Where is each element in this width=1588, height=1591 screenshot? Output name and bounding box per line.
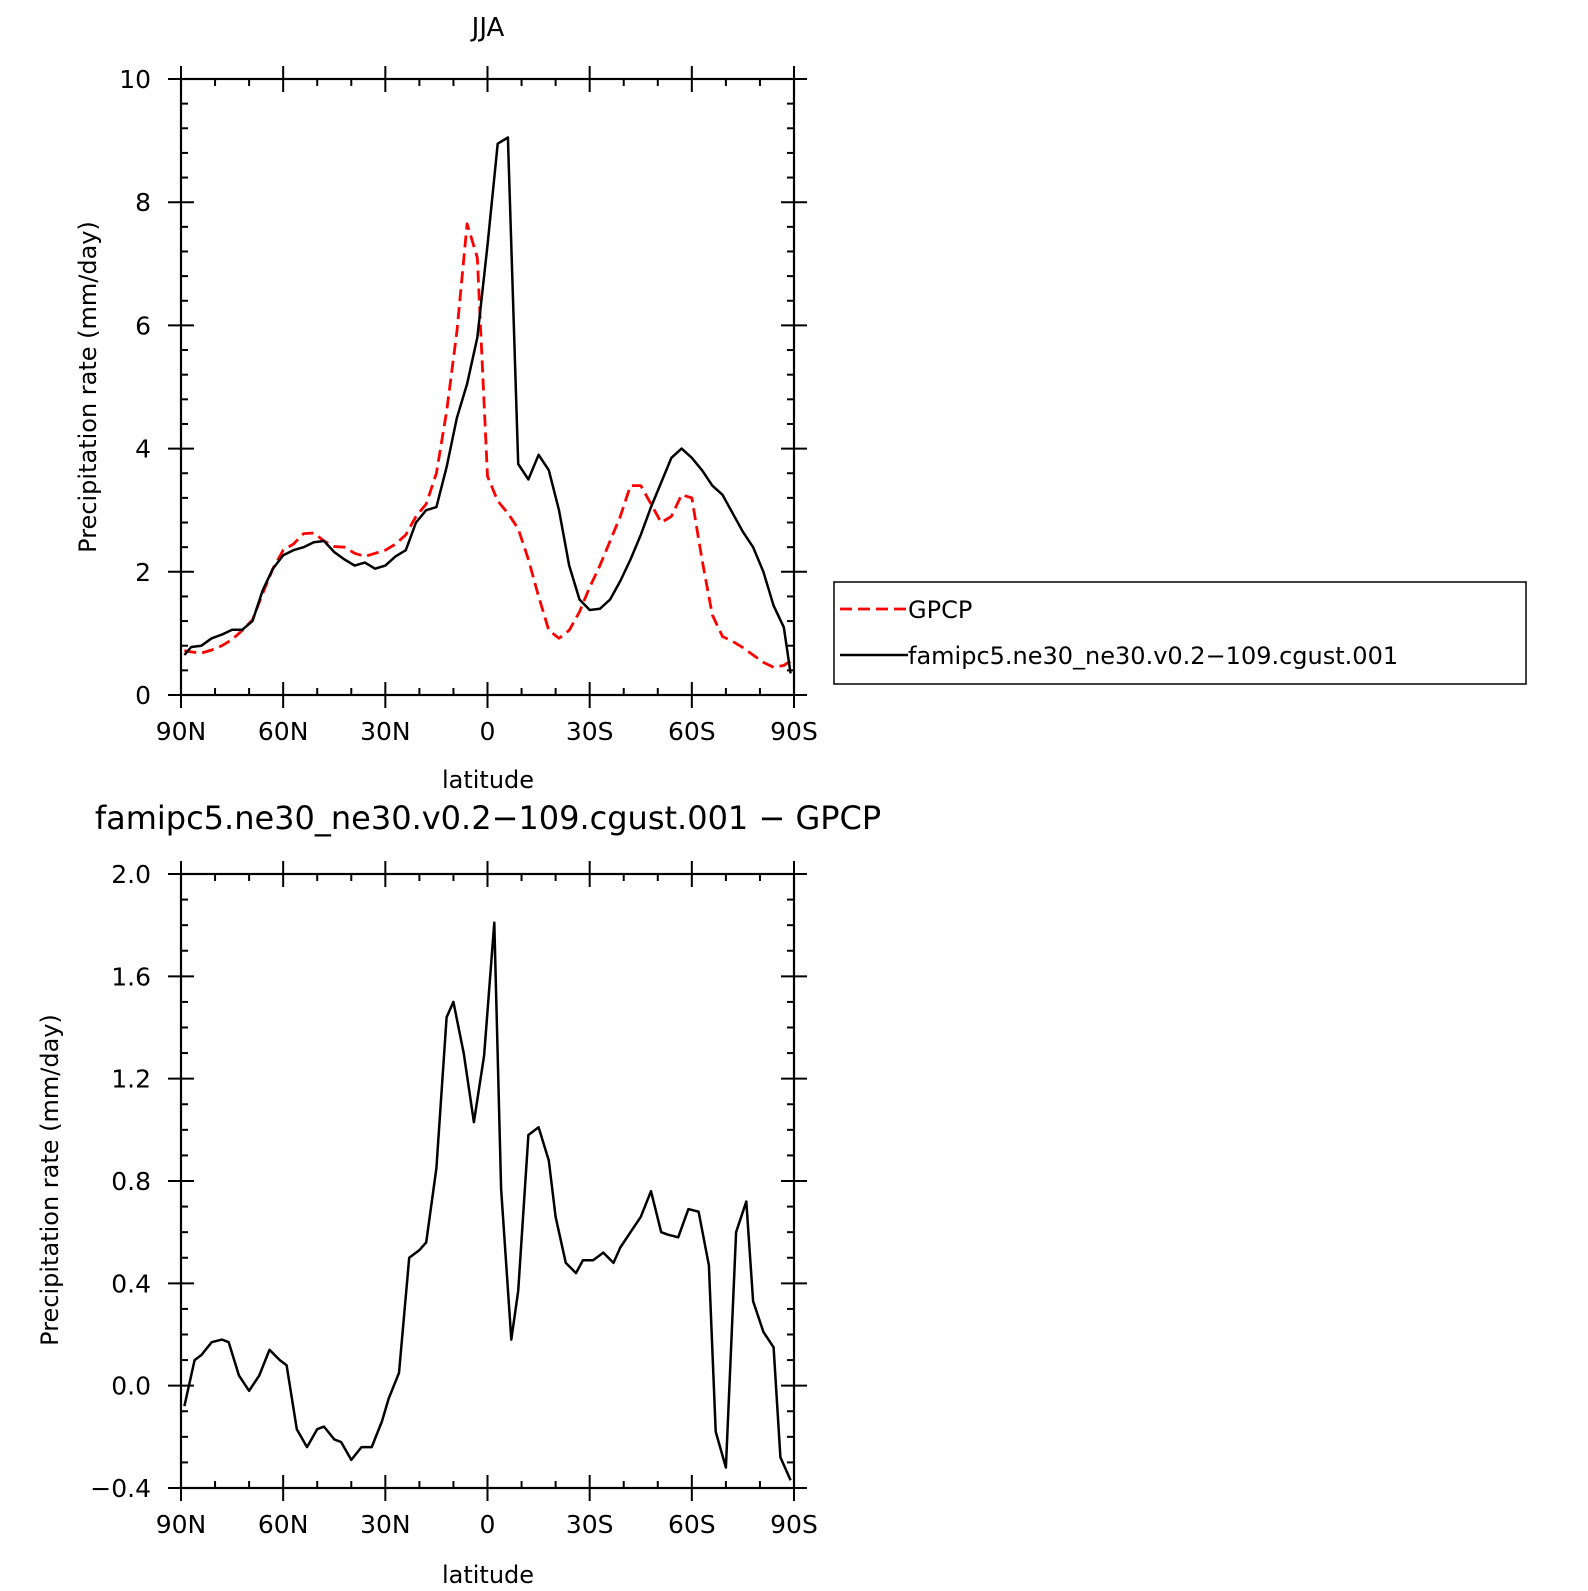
- series-layer: [183, 921, 792, 1481]
- x-tick-label-group: 90N 60N 30N 0 30S 60S 90S: [156, 717, 818, 746]
- y-tick-label: 0.0: [111, 1372, 151, 1401]
- series-layer: [183, 136, 792, 674]
- series-line-0: [183, 921, 792, 1481]
- x-tick-label: 60N: [258, 717, 309, 746]
- x-tick-label: 0: [480, 717, 496, 746]
- x-tick-label: 90S: [770, 1510, 818, 1539]
- legend-label-gpcp: GPCP: [908, 596, 972, 624]
- chart-title: famipc5.ne30_ne30.v0.2−109.cgust.001 − G…: [95, 799, 881, 837]
- x-tick-label: 30N: [360, 717, 411, 746]
- chart-title: JJA: [470, 13, 505, 43]
- y-tick-label: 1.2: [111, 1065, 151, 1094]
- series-line-1: [183, 136, 792, 674]
- y-tick-label: 4: [135, 435, 151, 464]
- x-tick-label-group: 90N 60N 30N 0 30S 60S 90S: [156, 1510, 818, 1539]
- chart-difference-panel: famipc5.ne30_ne30.v0.2−109.cgust.001 − G…: [36, 799, 881, 1589]
- y-tick-label: 10: [119, 65, 151, 94]
- y-tick-label: 8: [135, 188, 151, 217]
- x-tick-label: 90N: [156, 1510, 207, 1539]
- x-tick-label: 30S: [566, 1510, 614, 1539]
- y-tick-label: 1.6: [111, 962, 151, 991]
- legend-label-model: famipc5.ne30_ne30.v0.2−109.cgust.001: [908, 642, 1398, 670]
- y-tick-label: 0.4: [111, 1269, 151, 1298]
- plot-frame: [179, 77, 796, 697]
- y-tick-label: 2: [135, 558, 151, 587]
- y-tick-label: 0: [135, 681, 151, 710]
- y-tick-label: 2.0: [111, 860, 151, 889]
- series-line-0: [184, 222, 792, 669]
- chart-jja-panel: JJA 0 2 4 6 8 10 90N 60N 30N 0 30S 60S 90S latitude…: [74, 13, 1527, 794]
- y-axis-label: Precipitation rate (mm/day): [36, 1014, 64, 1346]
- y-tick-label: 0.8: [111, 1167, 151, 1196]
- y-axis-label: Precipitation rate (mm/day): [74, 221, 102, 553]
- x-tick-label: 30N: [360, 1510, 411, 1539]
- y-tick-label-group: 0 2 4 6 8 10: [119, 65, 151, 710]
- x-tick-label: 60N: [258, 1510, 309, 1539]
- y-tick-label: −0.4: [90, 1474, 151, 1503]
- plot-frame: [179, 872, 796, 1490]
- legend: GPCP famipc5.ne30_ne30.v0.2−109.cgust.00…: [833, 581, 1527, 685]
- x-axis-label: latitude: [442, 1561, 534, 1589]
- y-tick-label-group: −0.4 0.0 0.4 0.8 1.2 1.6 2.0: [90, 860, 151, 1503]
- tick-layer: [168, 861, 807, 1501]
- x-tick-label: 30S: [566, 717, 614, 746]
- x-axis-label: latitude: [442, 766, 534, 794]
- y-tick-label: 6: [135, 311, 151, 340]
- x-tick-label: 0: [480, 1510, 496, 1539]
- legend-box: [833, 581, 1527, 685]
- x-tick-label: 90S: [770, 717, 818, 746]
- x-tick-label: 60S: [668, 1510, 716, 1539]
- tick-layer: [168, 66, 807, 708]
- x-tick-label: 90N: [156, 717, 207, 746]
- x-tick-label: 60S: [668, 717, 716, 746]
